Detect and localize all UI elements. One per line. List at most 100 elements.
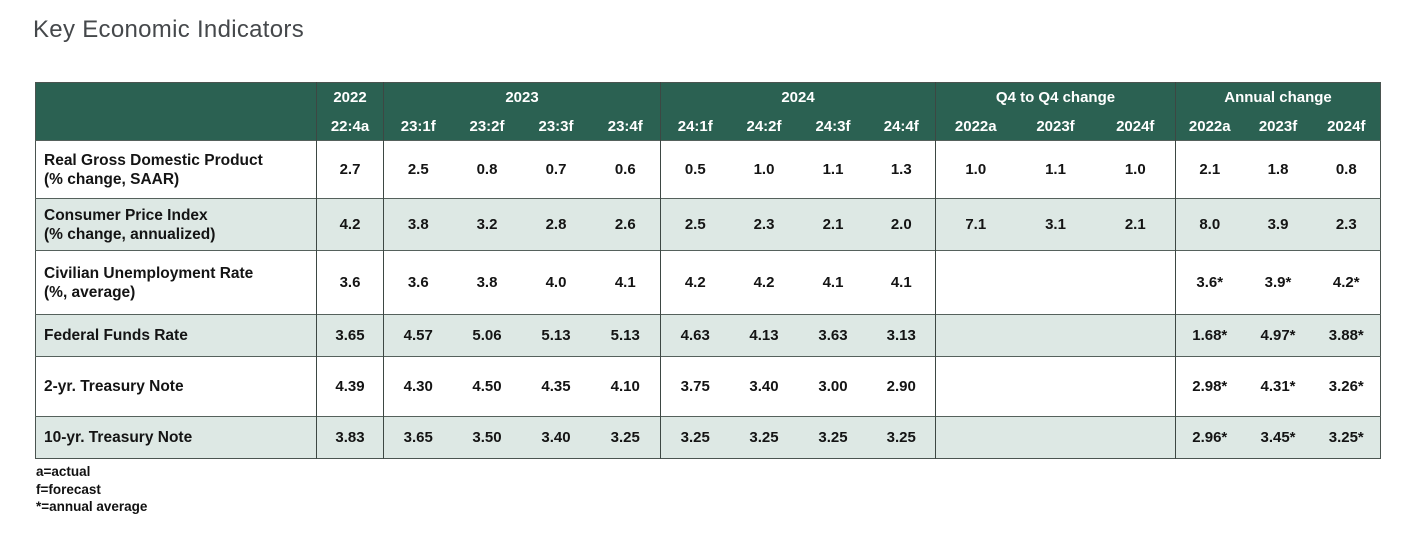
value-cell: 0.5 xyxy=(660,140,730,199)
value-cell xyxy=(1096,251,1176,315)
col-header: 23:2f xyxy=(452,112,522,141)
value-cell: 5.06 xyxy=(452,314,522,357)
value-cell: 4.63 xyxy=(660,314,730,357)
col-header: 23:4f xyxy=(590,112,661,141)
value-cell: 1.3 xyxy=(890,161,912,178)
value-cell: 3.40 xyxy=(521,416,591,459)
value-cell: 2.1 xyxy=(1095,198,1176,251)
value-cell: 3.45* xyxy=(1243,416,1313,459)
value-cell: 4.57 xyxy=(383,314,453,357)
value-cell xyxy=(935,356,1016,417)
value-cell: 4.0 xyxy=(545,274,567,291)
value-cell: 4.1 xyxy=(890,274,912,291)
col-header: 2023f xyxy=(1243,112,1313,141)
value-cell: 3.25 xyxy=(867,416,936,459)
value-cell: 3.00 xyxy=(818,378,848,395)
value-cell: 3.25 xyxy=(590,416,661,459)
value-cell: 5.13 xyxy=(590,314,661,357)
col-header: 2024f xyxy=(1095,112,1176,141)
col-header: 24:3f xyxy=(798,112,868,141)
value-cell xyxy=(1095,314,1176,357)
value-cell: 3.88* xyxy=(1312,314,1381,357)
table-row-unemployment: Civilian Unemployment Rate (%, average) … xyxy=(35,250,1381,315)
col-group-2023: 2023 xyxy=(383,82,661,112)
key-economic-indicators-table: 2022 2023 2024 Q4 to Q4 change Annual ch… xyxy=(35,82,1382,459)
col-group-2024: 2024 xyxy=(660,82,936,112)
row-label: Federal Funds Rate xyxy=(44,327,188,344)
value-cell: 2.7 xyxy=(316,140,384,199)
value-cell: 1.1 xyxy=(822,161,844,178)
row-label-cell: Civilian Unemployment Rate (%, average) xyxy=(36,251,317,315)
value-cell: 2.3 xyxy=(1312,198,1381,251)
value-cell: 0.7 xyxy=(545,161,567,178)
value-cell: 3.25 xyxy=(729,416,799,459)
value-cell: 3.6 xyxy=(316,250,384,315)
col-header: 24:2f xyxy=(729,112,799,141)
value-cell xyxy=(1016,251,1096,315)
value-cell: 1.1 xyxy=(1045,161,1066,178)
value-cell: 4.2 xyxy=(660,250,730,315)
value-cell: 4.31* xyxy=(1260,378,1296,395)
footnote-forecast: f=forecast xyxy=(36,481,101,497)
value-cell: 2.5 xyxy=(383,140,453,199)
row-label-cell: 10-yr. Treasury Note xyxy=(35,416,317,459)
value-cell: 1.8 xyxy=(1267,161,1289,178)
value-cell: 4.2 xyxy=(753,274,775,291)
row-label-cell: Real Gross Domestic Product (% change, S… xyxy=(36,141,317,199)
value-cell xyxy=(935,416,1016,459)
value-cell: 3.6 xyxy=(383,250,453,315)
table-corner-cell xyxy=(35,82,317,141)
value-cell: 3.9 xyxy=(1243,198,1313,251)
value-cell: 2.1 xyxy=(1175,140,1244,199)
value-cell xyxy=(935,314,1016,357)
row-sublabel: (% change, SAAR) xyxy=(44,170,180,188)
row-label: Consumer Price Index xyxy=(44,206,208,224)
value-cell xyxy=(1015,416,1096,459)
col-header: 23:3f xyxy=(521,112,591,141)
value-cell: 2.6 xyxy=(590,198,661,251)
value-cell: 3.25 xyxy=(660,416,730,459)
row-label: 10-yr. Treasury Note xyxy=(44,429,193,446)
value-cell: 4.13 xyxy=(729,314,799,357)
value-cell: 4.2 xyxy=(316,198,384,251)
value-cell: 3.65 xyxy=(383,416,453,459)
value-cell: 3.8 xyxy=(383,198,453,251)
value-cell: 3.25* xyxy=(1312,416,1381,459)
page-title: Key Economic Indicators xyxy=(33,16,305,43)
value-cell: 2.1 xyxy=(798,198,868,251)
value-cell: 2.3 xyxy=(729,198,799,251)
value-cell xyxy=(935,250,1016,315)
row-label-cell: 2-yr. Treasury Note xyxy=(36,357,317,417)
value-cell: 2.0 xyxy=(867,198,936,251)
value-cell: 0.6 xyxy=(614,161,636,178)
table-row-10yr-treasury: 10-yr. Treasury Note 3.83 3.65 3.50 3.40… xyxy=(35,416,1381,459)
table-row-cpi: Consumer Price Index (% change, annualiz… xyxy=(35,198,1381,251)
value-cell xyxy=(1096,357,1176,417)
value-cell: 0.8 xyxy=(1335,161,1357,178)
table-row-gdp: Real Gross Domestic Product (% change, S… xyxy=(35,140,1381,199)
value-cell: 1.68* xyxy=(1175,314,1244,357)
value-cell: 2.96* xyxy=(1175,416,1244,459)
col-header: 22:4a xyxy=(316,112,384,141)
value-cell: 4.1 xyxy=(614,274,636,291)
value-cell: 3.75 xyxy=(660,356,730,417)
footnote-annual-average: *=annual average xyxy=(36,499,148,514)
value-cell: 3.25 xyxy=(798,416,868,459)
value-cell: 4.97* xyxy=(1243,314,1313,357)
value-cell: 3.2 xyxy=(452,198,522,251)
value-cell: 1.0 xyxy=(753,161,775,178)
value-cell xyxy=(1095,416,1176,459)
value-cell xyxy=(1016,357,1096,417)
row-sublabel: (%, average) xyxy=(44,283,136,301)
value-cell: 4.30 xyxy=(383,356,453,417)
col-header: 2024f xyxy=(1312,112,1381,141)
col-header: 2022a xyxy=(935,112,1016,141)
value-cell: 7.1 xyxy=(935,198,1016,251)
value-cell: 3.9* xyxy=(1264,274,1292,291)
value-cell: 4.10 xyxy=(610,378,640,395)
value-cell: 3.65 xyxy=(316,314,384,357)
row-label-cell: Federal Funds Rate xyxy=(35,314,317,357)
col-group-annual-change: Annual change xyxy=(1175,82,1381,112)
row-sublabel: (% change, annualized) xyxy=(44,225,216,243)
value-cell: 3.6* xyxy=(1175,250,1244,315)
